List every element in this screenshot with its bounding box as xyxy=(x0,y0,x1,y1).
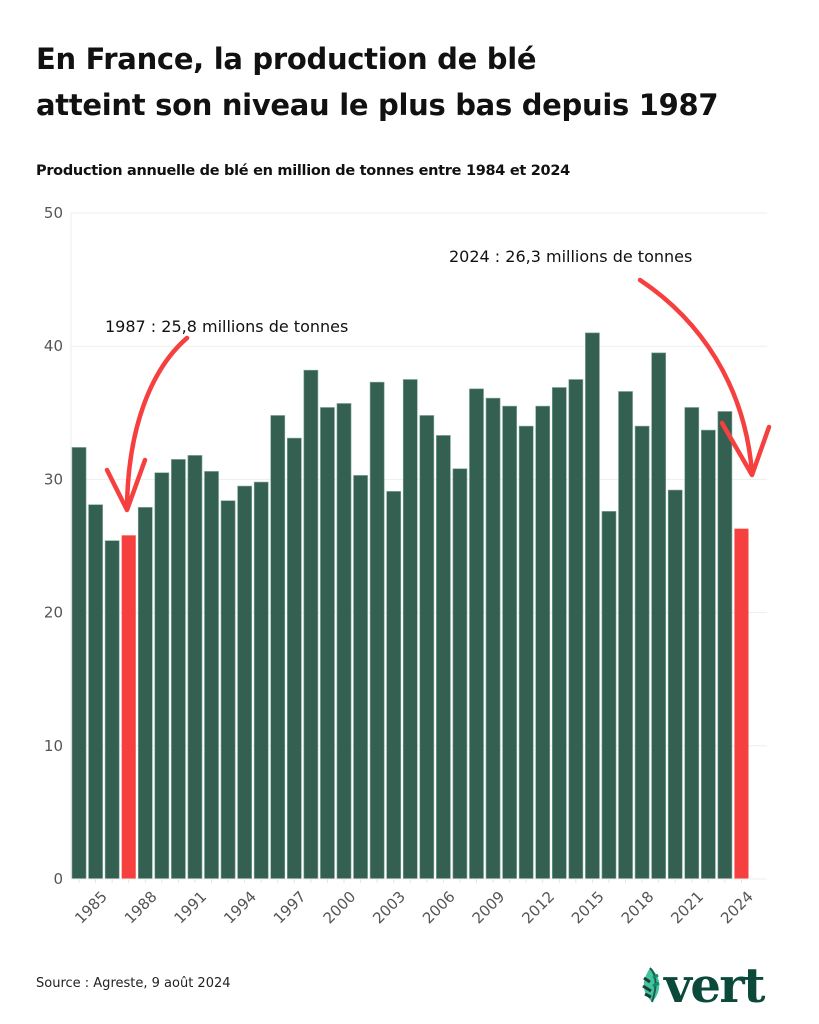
arrowhead-1987-icon xyxy=(104,457,148,513)
x-tick-label: 2021 xyxy=(667,888,707,928)
title-line-1: En France, la production de blé xyxy=(36,42,537,76)
bar-2001 xyxy=(353,475,368,880)
x-tick-label: 2012 xyxy=(518,888,558,928)
y-tick-label: 50 xyxy=(44,204,63,222)
bar-2010 xyxy=(502,405,517,880)
annotation-1987: 1987 : 25,8 millions de tonnes xyxy=(105,317,348,336)
bar-2005 xyxy=(419,415,435,880)
x-tick-label: 2018 xyxy=(618,888,658,928)
bar-2009 xyxy=(485,397,501,880)
bar-2011 xyxy=(518,425,534,880)
bar-1987 xyxy=(121,535,136,879)
bar-2014 xyxy=(568,379,584,880)
chart-subtitle: Production annuelle de blé en million de… xyxy=(36,163,570,179)
x-tick-label: 1991 xyxy=(171,888,211,928)
bar-2021 xyxy=(684,407,700,880)
x-tick-label: 2006 xyxy=(419,888,459,928)
bar-2012 xyxy=(535,405,551,880)
chart-title: En France, la production de blé atteint … xyxy=(36,36,796,128)
x-tick-label: 1994 xyxy=(220,888,260,928)
bar-1985 xyxy=(88,504,103,880)
bar-2018 xyxy=(634,425,650,880)
x-tick-label: 1997 xyxy=(270,888,310,928)
y-tick-label: 40 xyxy=(44,337,63,355)
bar-chart: 0 10 20 30 40 50 1985 1988 1991 1994 1997 2000 2003… xyxy=(44,204,772,928)
leaf-icon xyxy=(642,967,660,1003)
bar-1993 xyxy=(220,500,236,880)
arrowhead-2024-icon xyxy=(719,420,772,478)
bar-1988 xyxy=(137,507,153,880)
x-tick-label: 1985 xyxy=(71,888,111,928)
y-tick-label: 10 xyxy=(44,737,63,755)
bar-2022 xyxy=(701,429,716,880)
x-axis: 1985 1988 1991 1994 1997 2000 2003 2006 2009 2012… xyxy=(71,878,767,928)
bar-2024 xyxy=(734,528,749,879)
x-tick-label: 2024 xyxy=(717,888,757,928)
bar-2013 xyxy=(551,387,567,880)
x-tick-label: 1988 xyxy=(121,888,161,928)
bar-2000 xyxy=(336,403,352,880)
y-axis: 0 10 20 30 40 50 xyxy=(44,204,63,888)
vert-logo: vert xyxy=(636,958,765,1014)
bar-2003 xyxy=(386,491,402,880)
bar-2006 xyxy=(436,435,451,880)
bar-1984 xyxy=(71,447,87,880)
y-tick-label: 20 xyxy=(44,604,63,622)
bar-2004 xyxy=(402,379,418,880)
bar-2023 xyxy=(717,411,733,880)
bar-1997 xyxy=(286,437,302,880)
bar-2008 xyxy=(469,388,484,880)
arrow-2024-icon xyxy=(637,277,755,476)
bar-1989 xyxy=(154,472,170,880)
bar-1994 xyxy=(237,485,252,880)
bar-1992 xyxy=(204,471,219,880)
bar-1991 xyxy=(187,455,203,880)
bar-1995 xyxy=(253,481,269,880)
bar-2016 xyxy=(601,511,617,880)
arrow-1987-icon xyxy=(124,335,190,510)
logo-text: vert xyxy=(664,958,765,1014)
x-tick-label: 2003 xyxy=(369,888,409,928)
bars xyxy=(71,332,749,880)
bar-2002 xyxy=(369,381,385,880)
y-tick-label: 30 xyxy=(44,470,63,488)
bar-1986 xyxy=(104,540,120,880)
bar-1999 xyxy=(320,407,335,880)
annotations: 1987 : 25,8 millions de tonnes 2024 : 26… xyxy=(104,247,772,513)
bar-2017 xyxy=(618,391,633,880)
bar-1998 xyxy=(303,369,319,880)
bar-1990 xyxy=(171,459,186,880)
x-tick-label: 2015 xyxy=(568,888,608,928)
x-tick-label: 2000 xyxy=(320,888,360,928)
source-note: Source : Agreste, 9 août 2024 xyxy=(36,976,231,991)
bar-2015 xyxy=(585,332,600,880)
y-tick-label: 0 xyxy=(53,870,63,888)
x-tick-label: 2009 xyxy=(469,888,509,928)
bar-2020 xyxy=(667,489,683,880)
title-line-2: atteint son niveau le plus bas depuis 19… xyxy=(36,88,719,122)
bar-1996 xyxy=(270,415,286,880)
bar-2007 xyxy=(452,468,468,880)
bar-2019 xyxy=(651,352,666,880)
gridlines xyxy=(70,212,767,880)
annotation-2024: 2024 : 26,3 millions de tonnes xyxy=(449,247,692,266)
